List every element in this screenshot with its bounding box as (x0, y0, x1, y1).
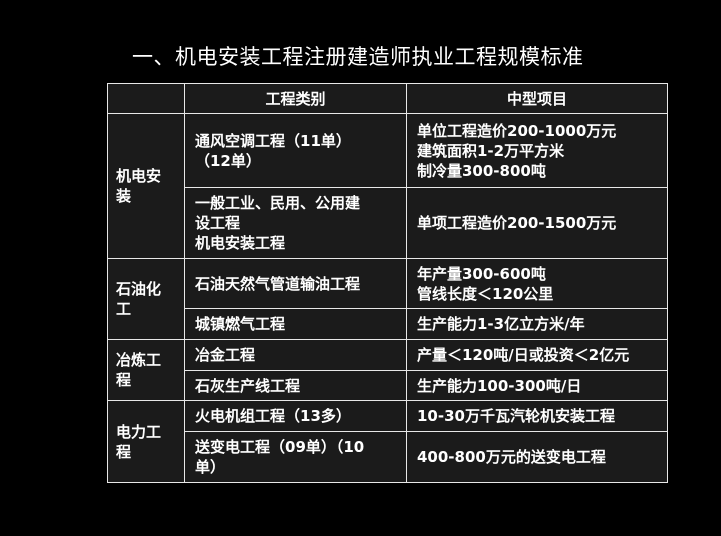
category-cell: 石油化 工 (107, 258, 185, 340)
table-row: 石油化 工 石油天然气管道输油工程 年产量300-600吨 管线长度＜120公里 (107, 258, 668, 340)
table-header-row: 工程类别 中型项目 (107, 83, 668, 114)
header-blank (107, 83, 185, 114)
medium-cell: 生产能力1-3亿立方米/年 (406, 308, 668, 340)
header-medium: 中型项目 (406, 83, 668, 114)
category-cell: 电力工 程 (107, 400, 185, 483)
medium-cell: 年产量300-600吨 管线长度＜120公里 (406, 258, 668, 309)
medium-cell: 10-30万千瓦汽轮机安装工程 (406, 400, 668, 432)
header-type: 工程类别 (184, 83, 407, 114)
type-cell: 火电机组工程（13多） (184, 400, 407, 432)
medium-cell: 单位工程造价200-1000万元 建筑面积1-2万平方米 制冷量300-800吨 (406, 113, 668, 188)
category-cell: 机电安 装 (107, 113, 185, 259)
medium-cell: 产量＜120吨/日或投资＜2亿元 (406, 339, 668, 371)
category-cell: 冶炼工 程 (107, 339, 185, 401)
table-row: 一般工业、民用、公用建 设工程 机电安装工程 单项工程造价200-1500万元 (108, 187, 668, 259)
type-cell: 一般工业、民用、公用建 设工程 机电安装工程 (184, 187, 407, 259)
type-cell: 石油天然气管道输油工程 (184, 258, 407, 309)
type-cell: 城镇燃气工程 (184, 308, 407, 340)
medium-cell: 生产能力100-300吨/日 (406, 370, 668, 401)
type-cell: 送变电工程（09单）（10 单） (184, 431, 407, 483)
page-title: 一、机电安装工程注册建造师执业工程规模标准 (132, 45, 584, 69)
scale-standards-table: 工程类别 中型项目 机电安 装 通风空调工程（11单） （12单） 单位工程造价… (107, 83, 668, 483)
type-cell: 石灰生产线工程 (184, 370, 407, 401)
type-cell: 通风空调工程（11单） （12单） (184, 113, 407, 188)
type-cell: 冶金工程 (184, 339, 407, 371)
table-row: 冶炼工 程 冶金工程 产量＜120吨/日或投资＜2亿元 (107, 339, 668, 401)
table-row: 机电安 装 通风空调工程（11单） （12单） 单位工程造价200-1000万元… (107, 113, 668, 259)
table-row: 石灰生产线工程 生产能力100-300吨/日 (108, 370, 668, 401)
medium-cell: 单项工程造价200-1500万元 (406, 187, 668, 259)
table-row: 送变电工程（09单）（10 单） 400-800万元的送变电工程 (108, 431, 668, 483)
medium-cell: 400-800万元的送变电工程 (406, 431, 668, 483)
table-row: 城镇燃气工程 生产能力1-3亿立方米/年 (108, 308, 668, 340)
table-row: 电力工 程 火电机组工程（13多） 10-30万千瓦汽轮机安装工程 (107, 400, 668, 483)
